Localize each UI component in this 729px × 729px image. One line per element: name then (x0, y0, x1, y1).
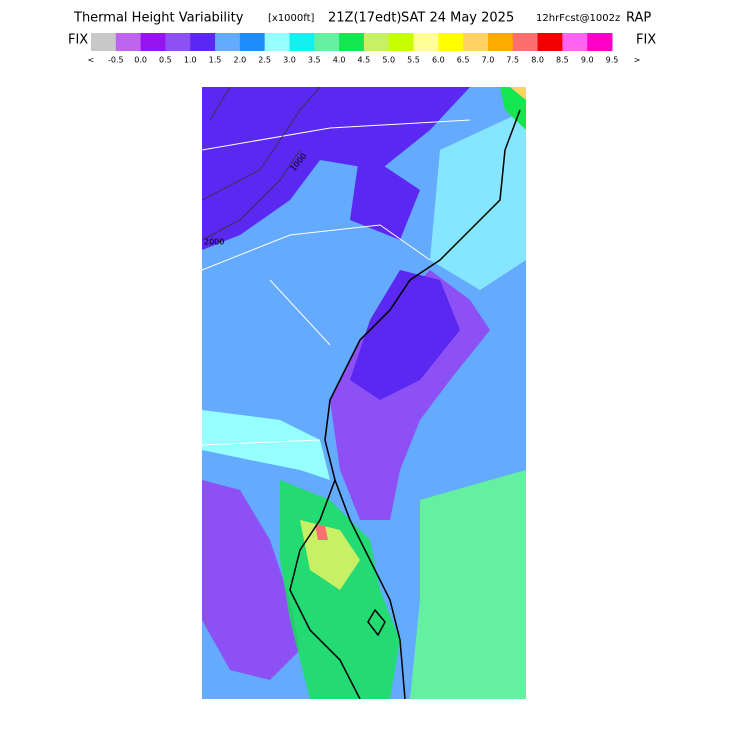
colorbar-label: 8.0 (531, 56, 544, 65)
field-yellow (300, 520, 360, 590)
colorbar-label: 9.0 (581, 56, 594, 65)
coastline (324, 109, 521, 699)
colorbar-label: 4.0 (333, 56, 346, 65)
colorbar-swatch (463, 33, 489, 51)
colorbar-swatch (487, 33, 514, 51)
colorbar-label: 3.5 (308, 56, 321, 65)
colorbar-swatch (289, 33, 315, 51)
colorbar-swatch (115, 33, 142, 51)
colorbar-swatch (562, 33, 588, 51)
colorbar-label: 6.0 (432, 56, 445, 65)
date: SAT 24 May 2025 (401, 11, 514, 26)
colorbar-swatch (239, 33, 266, 51)
field-red (315, 525, 328, 540)
field-purple (350, 150, 420, 240)
colorbar-label: 0.5 (159, 56, 172, 65)
coastline (289, 479, 361, 699)
colorbar-label: 2.5 (258, 56, 271, 65)
contour (202, 87, 321, 241)
field-purple (202, 87, 470, 250)
colorbar-swatch (363, 33, 390, 51)
colorbar-label: -0.5 (108, 56, 124, 65)
colorbar-label: > (634, 56, 641, 65)
contour-label: 2000 (204, 238, 224, 247)
colorbar-swatch (388, 33, 415, 51)
forecast: 12hrFcst@1002z (536, 13, 620, 24)
colorbar-label: 1.0 (184, 56, 197, 65)
colorbar-label: 5.0 (382, 56, 395, 65)
colorbar-label: 5.5 (407, 56, 420, 65)
units: [x1000ft] (268, 13, 315, 24)
map: 2000 1000 (202, 87, 526, 699)
colorbar-swatch (140, 33, 166, 51)
colorbar-swatch (413, 33, 439, 51)
colorbar-swatch (190, 33, 216, 51)
field-green (410, 470, 526, 699)
colorbar-label: 4.5 (358, 56, 371, 65)
field-yellow (510, 87, 526, 100)
colorbar-swatch (339, 33, 365, 51)
colorbar-label: 3.0 (283, 56, 296, 65)
colorbar-label: 9.5 (606, 56, 619, 65)
colorbar-swatch (512, 33, 539, 51)
field-purple (350, 270, 460, 400)
colorbar-swatch (165, 33, 191, 51)
title: Thermal Height Variability (73, 11, 244, 26)
colorbar-swatch (314, 33, 340, 51)
colorbar-label: 6.5 (457, 56, 470, 65)
field-green (500, 87, 526, 130)
fix-left: FIX (68, 33, 88, 48)
fix-right: FIX (636, 33, 656, 48)
field-purple (202, 480, 300, 680)
colorbar-swatch (587, 33, 613, 51)
colorbar-swatch (264, 33, 290, 51)
colorbar-label: 1.5 (209, 56, 222, 65)
colorbar-swatch (438, 33, 464, 51)
colorbar-label: < (88, 56, 95, 65)
colorbar-swatch (215, 33, 241, 51)
field-cyan (202, 410, 330, 480)
lake (367, 608, 386, 637)
colorbar-label: 7.5 (506, 56, 519, 65)
colorbar-label: 2.0 (233, 56, 246, 65)
colorbar-label: 0.0 (134, 56, 147, 65)
colorbar-swatch (537, 33, 563, 51)
state-border (202, 119, 471, 446)
colorbar-swatch (91, 33, 117, 51)
colorbar-label: 8.5 (556, 56, 569, 65)
colorbar: < -0.5 0.0 0.5 1.0 1.5 2.0 2.5 3.0 3.5 4.0 4.5 5.0 5.… (88, 33, 641, 65)
valid-time: 21Z(17edt) (328, 11, 401, 26)
model: RAP (626, 11, 651, 26)
colorbar-label: 7.0 (482, 56, 495, 65)
